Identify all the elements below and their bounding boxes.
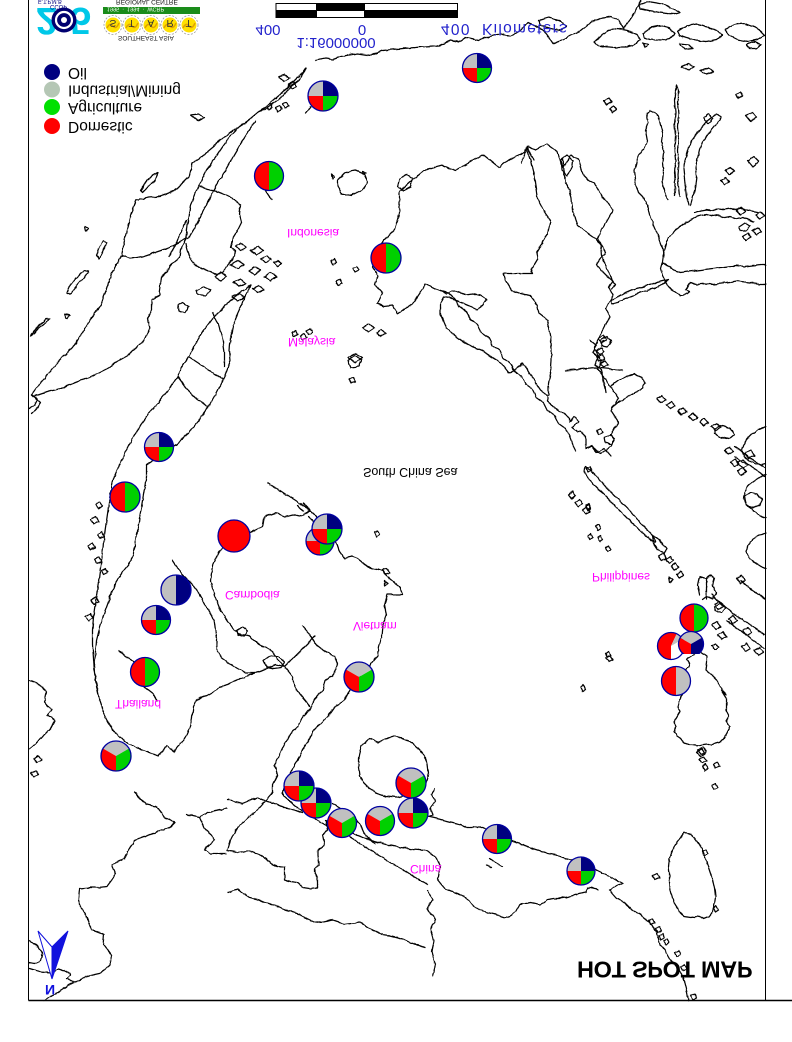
svg-text:HOT SPOT MAP: HOT SPOT MAP	[577, 957, 752, 983]
svg-text:Oil: Oil	[68, 64, 87, 81]
svg-text:Domestic: Domestic	[68, 118, 133, 135]
svg-text:Philippines: Philippines	[592, 570, 650, 584]
svg-text:CCOP: CCOP	[50, 3, 67, 9]
svg-text:T: T	[186, 17, 192, 28]
svg-text:China: China	[410, 862, 442, 876]
svg-text:SOUTHEAST ASIA: SOUTHEAST ASIA	[118, 34, 175, 41]
svg-text:N: N	[45, 982, 55, 998]
svg-text:Indonesia: Indonesia	[287, 226, 339, 240]
svg-text:5: 5	[70, 0, 91, 41]
svg-text:0: 0	[358, 21, 366, 38]
svg-text:400: 400	[255, 21, 280, 38]
svg-text:R: R	[167, 17, 174, 28]
svg-text:2: 2	[36, 0, 57, 41]
svg-text:South China Sea: South China Sea	[363, 465, 458, 479]
svg-text:REGIONAL CENTRE: REGIONAL CENTRE	[116, 0, 179, 5]
svg-text:E.T.P.M.B: E.T.P.M.B	[38, 0, 62, 4]
svg-text:A: A	[148, 17, 155, 28]
svg-text:Malaysia: Malaysia	[288, 335, 336, 349]
svg-text:400 Kilometers: 400 Kilometers	[441, 20, 568, 37]
svg-text:Cambodia: Cambodia	[225, 588, 280, 602]
svg-text:Vietnam: Vietnam	[353, 619, 397, 633]
svg-text:1:16000000: 1:16000000	[296, 34, 375, 51]
svg-text:Thailand: Thailand	[115, 697, 161, 711]
svg-text:S: S	[110, 17, 117, 28]
svg-text:1995 · 1994 · WCRP: 1995 · 1994 · WCRP	[107, 6, 164, 12]
svg-text:Agriculture: Agriculture	[68, 99, 142, 116]
svg-text:T: T	[129, 17, 135, 28]
svg-text:Industrial/Mining: Industrial/Mining	[68, 82, 181, 99]
